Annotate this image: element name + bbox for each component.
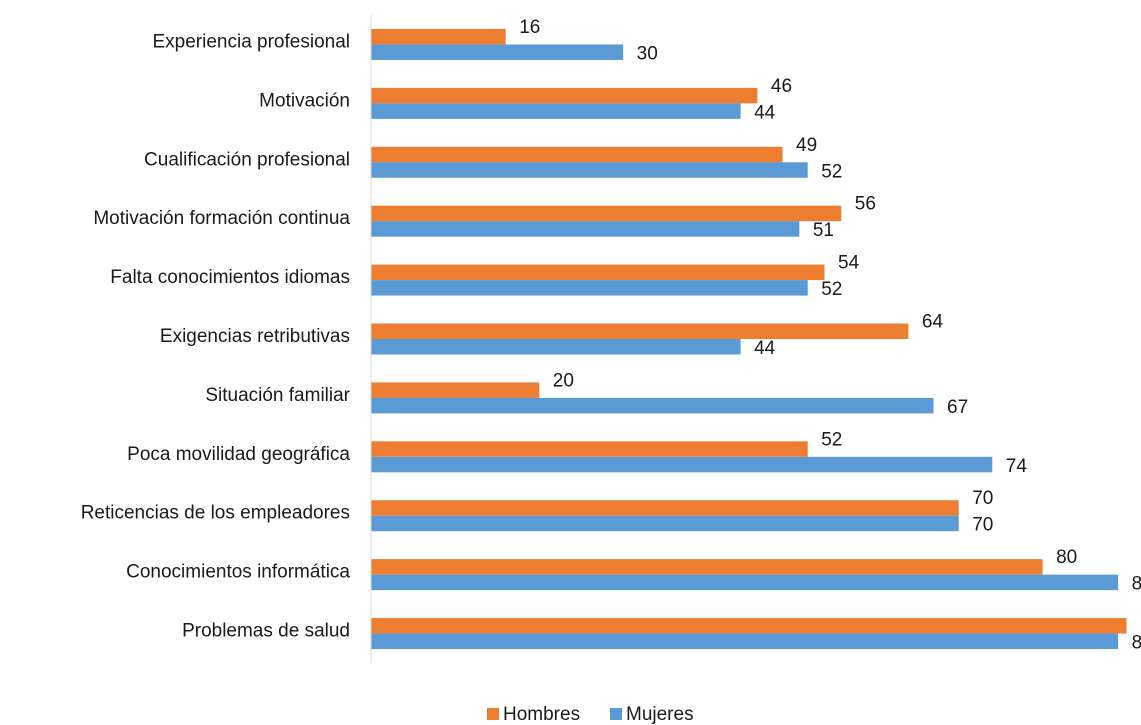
bar <box>371 28 506 45</box>
bar <box>371 397 934 414</box>
bar <box>371 146 783 163</box>
data-label: 89 <box>1132 633 1141 654</box>
data-label: 51 <box>813 220 834 241</box>
bar <box>371 103 741 119</box>
bar <box>371 162 808 178</box>
category-label: Experiencia profesional <box>152 31 350 52</box>
bar <box>371 264 825 281</box>
data-label: 67 <box>947 397 968 418</box>
bar <box>371 280 808 296</box>
data-label: 44 <box>754 102 776 123</box>
bar <box>371 574 1119 591</box>
category-label: Problemas de salud <box>182 621 350 642</box>
data-label: 54 <box>838 253 860 274</box>
bar <box>371 382 540 398</box>
category-label: Falta conocimientos idiomas <box>110 267 350 288</box>
data-label: 89 <box>1132 574 1141 595</box>
bar <box>371 44 624 60</box>
category-label: Cualificación profesional <box>144 149 350 170</box>
bar <box>371 515 959 532</box>
category-label: Exigencias retributivas <box>160 326 350 347</box>
bar <box>371 633 1119 650</box>
data-label: 44 <box>754 338 776 359</box>
data-label: 80 <box>1056 547 1077 568</box>
data-label: 64 <box>922 312 944 333</box>
data-label: 46 <box>771 76 792 97</box>
bar <box>371 339 741 355</box>
data-label: 70 <box>972 515 993 536</box>
data-label: 49 <box>796 135 817 156</box>
bar <box>371 500 959 516</box>
data-label: 20 <box>553 370 574 391</box>
category-label: Motivación formación continua <box>93 208 350 229</box>
category-label: Motivación <box>259 90 350 111</box>
legend-swatch <box>487 708 499 720</box>
bar <box>371 456 993 473</box>
data-label: 16 <box>519 17 540 38</box>
data-label: 30 <box>637 43 658 64</box>
bar <box>371 618 1127 634</box>
data-label: 70 <box>972 488 993 509</box>
category-label: Conocimientos informática <box>126 562 350 583</box>
bar <box>371 221 800 237</box>
data-label: 52 <box>821 429 842 450</box>
data-label: 52 <box>821 161 842 182</box>
data-label: 52 <box>821 279 842 300</box>
bar <box>371 441 808 457</box>
legend-swatch <box>610 708 622 720</box>
bar <box>371 323 909 339</box>
data-label: 74 <box>1006 456 1028 477</box>
category-label: Situación familiar <box>205 385 350 406</box>
legend-label: Hombres <box>503 704 580 725</box>
bar <box>371 559 1043 575</box>
category-label: Reticencias de los empleadores <box>81 503 350 524</box>
data-label: 56 <box>855 194 876 215</box>
category-label: Poca movilidad geográfica <box>127 444 350 465</box>
bar <box>371 87 758 104</box>
bar <box>371 205 842 222</box>
legend-label: Mujeres <box>626 704 694 725</box>
